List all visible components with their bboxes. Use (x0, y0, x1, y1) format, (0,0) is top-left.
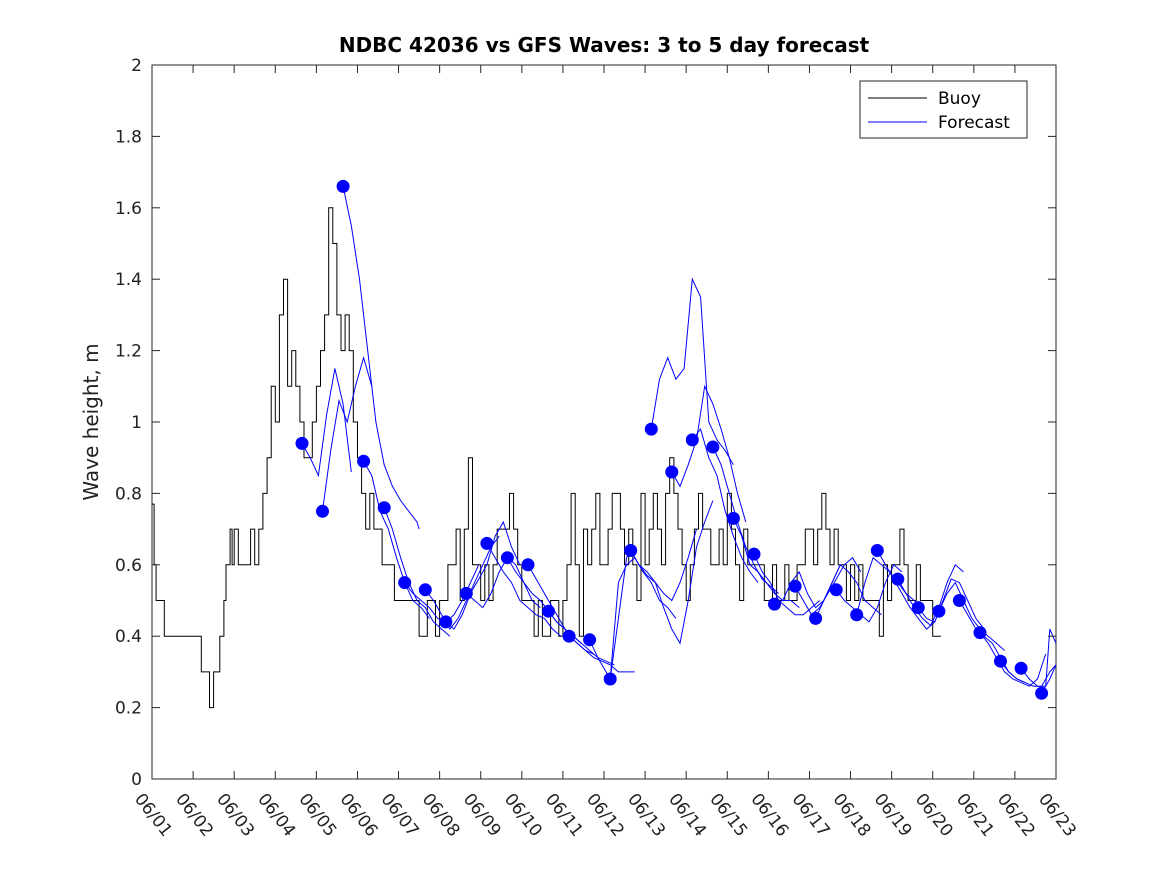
forecast-line (835, 563, 903, 623)
forecast-series (301, 186, 1057, 694)
forecast-start-marker (706, 440, 720, 454)
forecast-start-marker (295, 436, 309, 450)
forecast-line (568, 635, 635, 673)
forecast-start-marker (726, 511, 740, 525)
forecast-line (424, 535, 500, 631)
forecast-start-marker (521, 558, 535, 572)
y-tick-label: 1.6 (115, 199, 142, 219)
y-tick-label: 0.8 (115, 484, 142, 504)
forecast-line (383, 507, 451, 637)
forecast-start-marker (1035, 686, 1049, 700)
y-tick-label: 1.8 (115, 127, 142, 147)
forecast-line (445, 520, 521, 630)
buoy-line (152, 207, 941, 709)
forecast-line (876, 550, 944, 630)
forecast-start-marker (500, 551, 514, 565)
forecast-line (363, 461, 430, 619)
forecast-start-marker (336, 179, 350, 193)
forecast-start-marker (357, 454, 371, 468)
forecast-start-marker (418, 583, 432, 597)
forecast-start-marker (603, 672, 617, 686)
forecast-start-marker (398, 576, 412, 590)
forecast-start-marker (316, 504, 329, 518)
y-axis-label: Wave height, m (79, 343, 103, 500)
forecast-start-marker (788, 579, 802, 593)
forecast-line (938, 581, 1005, 651)
forecast-start-marker (829, 583, 843, 597)
forecast-start-marker (439, 615, 453, 629)
forecast-markers (295, 179, 1049, 700)
forecast-start-marker (644, 422, 658, 436)
forecast-start-marker (809, 611, 823, 625)
forecast-line (465, 556, 541, 609)
forecast-line (301, 368, 352, 478)
legend-buoy-label: Buoy (938, 89, 981, 109)
forecast-start-marker (583, 633, 597, 647)
forecast-start-marker (459, 586, 473, 600)
forecast-start-marker (932, 604, 946, 618)
forecast-start-marker (891, 572, 905, 586)
forecast-start-marker (768, 597, 781, 611)
y-tick-label: 2 (131, 56, 142, 76)
forecast-start-marker (911, 601, 925, 615)
forecast-start-marker (562, 629, 576, 643)
forecast-line (897, 563, 964, 627)
legend-box (859, 80, 1028, 139)
forecast-line (815, 563, 882, 619)
forecast-line (650, 277, 734, 466)
forecast-line (486, 543, 562, 637)
forecast-start-marker (870, 544, 884, 557)
forecast-line (342, 186, 420, 530)
y-tick-label: 0 (131, 770, 142, 790)
forecast-line (691, 428, 759, 583)
legend: Buoy Forecast (859, 80, 1028, 139)
y-tick-label: 1.4 (115, 270, 142, 290)
forecast-start-marker (952, 594, 966, 607)
forecast-start-marker (377, 501, 391, 515)
forecast-start-marker (973, 626, 987, 640)
forecast-start-marker (1014, 661, 1028, 675)
forecast-start-marker (850, 608, 864, 622)
y-tick-label: 0.6 (115, 556, 142, 576)
y-tick-label: 0.4 (115, 627, 142, 647)
plot-area (151, 64, 1057, 780)
forecast-start-marker (665, 465, 679, 479)
forecast-line (794, 556, 862, 616)
forecast-line (1000, 660, 1057, 687)
forecast-line (732, 518, 800, 608)
forecast-line (1020, 628, 1057, 687)
forecast-line (548, 610, 615, 666)
forecast-start-marker (994, 654, 1007, 668)
buoy-series (152, 207, 941, 709)
forecast-start-marker (624, 544, 638, 557)
chart-title: NDBC 42036 vs GFS Waves: 3 to 5 day fore… (339, 33, 870, 57)
forecast-start-marker (542, 604, 555, 618)
axes-frame (151, 64, 1057, 780)
forecast-line (630, 500, 714, 645)
forecast-line (917, 578, 985, 630)
forecast-line (322, 355, 373, 512)
legend-forecast-label: Forecast (938, 113, 1010, 133)
forecast-start-marker (685, 433, 699, 447)
y-tick-labels: 0 0.2 0.4 0.6 0.8 1 1.2 1.4 1.6 1.8 2 (115, 56, 142, 790)
y-tick-label: 1.2 (115, 342, 142, 362)
y-tick-label: 0.2 (115, 699, 142, 719)
axis-ticks (151, 64, 1057, 780)
forecast-line (609, 528, 697, 680)
forecast-start-marker (747, 547, 761, 561)
forecast-line (979, 632, 1047, 687)
forecast-line (671, 384, 747, 523)
y-tick-label: 1 (131, 413, 142, 433)
forecast-line (589, 556, 677, 681)
forecast-start-marker (480, 536, 494, 550)
